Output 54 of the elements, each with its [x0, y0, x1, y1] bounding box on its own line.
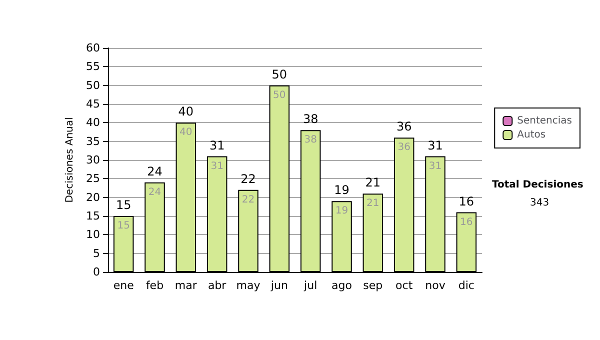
y-tick-label: 5 [93, 246, 100, 260]
total-label: 40 [178, 104, 194, 119]
y-tick-label: 20 [86, 190, 100, 204]
data-label: 36 [398, 142, 410, 154]
data-label: 22 [242, 194, 255, 206]
data-label: 40 [180, 127, 192, 138]
y-tick-label: 55 [86, 60, 100, 74]
y-tick-label: 45 [86, 98, 100, 110]
total-label: 21 [365, 176, 381, 190]
total-label: 31 [209, 138, 225, 152]
x-tick-label: ene [113, 279, 134, 292]
total-label: 38 [302, 112, 318, 126]
x-tick-label: may [236, 279, 261, 292]
total-label: 31 [428, 138, 443, 152]
y-tick-label: 60 [86, 42, 100, 54]
total-label: 16 [458, 194, 474, 208]
y-tick-label: 15 [86, 210, 100, 222]
total-label: 36 [396, 120, 412, 134]
total-label: 22 [240, 172, 256, 186]
x-tick-label: dic [458, 279, 474, 292]
data-label: 15 [117, 220, 130, 232]
data-label: 21 [366, 198, 380, 210]
y-tick-label: 35 [86, 134, 100, 148]
data-label: 31 [428, 160, 442, 172]
data-label: 50 [273, 90, 286, 101]
x-tick-label: feb [146, 279, 164, 292]
x-tick-label: jul [303, 279, 318, 292]
x-tick-label: jun [270, 279, 288, 292]
text: 343 [530, 198, 550, 208]
y-tick-label: 10 [86, 228, 100, 242]
x-tick-label: nov [425, 279, 446, 292]
x-tick-label: ago [332, 279, 352, 292]
x-tick-label: abr [208, 279, 227, 292]
y-tick-label: 40 [86, 116, 100, 130]
x-tick-label: mar [174, 279, 198, 292]
y-tick-label: 30 [86, 154, 100, 166]
data-label: 38 [304, 134, 317, 146]
y-tick-label: 0 [93, 266, 100, 278]
total-label: 19 [334, 183, 350, 198]
data-label: 24 [148, 186, 162, 198]
data-label: 16 [460, 216, 473, 228]
y-axis-title: Decisiones Anual [64, 117, 76, 203]
x-tick-label: oct [396, 279, 414, 292]
total-label: 15 [116, 198, 132, 212]
data-label: 19 [335, 206, 348, 217]
total-label: 50 [272, 67, 288, 82]
total-label: 24 [147, 164, 162, 178]
x-tick-label: sep [363, 279, 383, 292]
y-tick-label: 50 [86, 78, 100, 92]
y-tick-label: 25 [86, 172, 100, 186]
text: Total Decisiones [492, 180, 584, 190]
legend-label: Autos [517, 130, 546, 140]
data-label: 31 [210, 160, 224, 172]
legend-label: Sentencias [517, 116, 572, 126]
